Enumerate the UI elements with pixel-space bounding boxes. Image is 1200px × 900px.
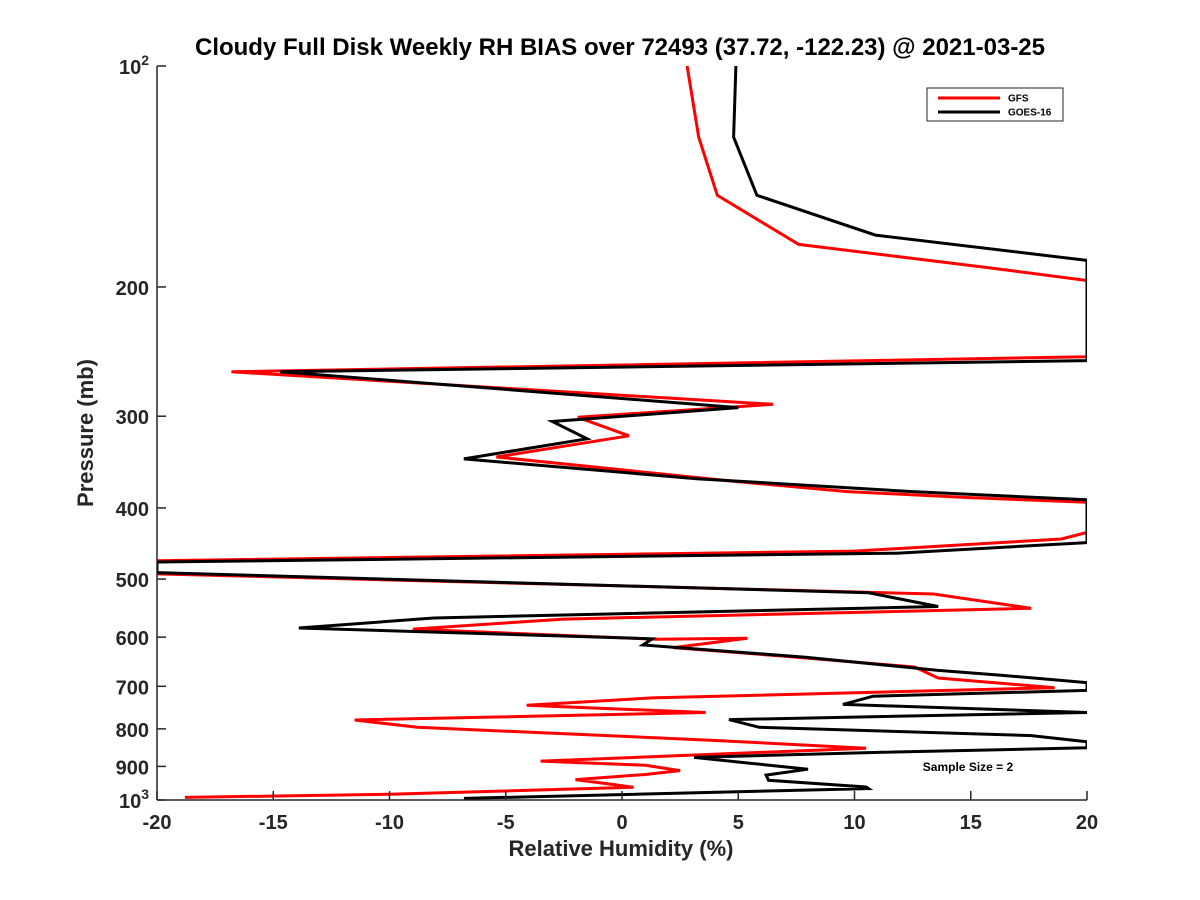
legend-box <box>926 87 1064 122</box>
x-tick-label: 20 <box>1076 812 1098 834</box>
legend-label-goes-16: GOES-16 <box>1008 108 1052 119</box>
y-tick-label: 600 <box>116 628 149 650</box>
x-axis-label: Relative Humidity (%) <box>509 836 734 861</box>
sample-size-annotation: Sample Size = 2 <box>923 760 1014 774</box>
x-tick-label: -5 <box>497 812 515 834</box>
y-tick-label: 200 <box>116 278 149 300</box>
x-tick-label: 10 <box>843 812 865 834</box>
y-tick-label: 900 <box>116 757 149 779</box>
y-tick-label: 300 <box>116 407 149 429</box>
y-tick-label: 500 <box>116 570 149 592</box>
y-tick-label: 102 <box>119 52 149 79</box>
chart-title: Cloudy Full Disk Weekly RH BIAS over 724… <box>195 34 1045 61</box>
y-axis-label: Pressure (mb) <box>73 359 98 507</box>
legend-label-gfs: GFS <box>1008 94 1029 105</box>
x-tick-label: -10 <box>375 812 404 834</box>
series-line-gfs <box>157 66 1087 799</box>
y-tick-label: 103 <box>119 786 149 813</box>
x-tick-label: 15 <box>960 812 982 834</box>
y-tick-label: 800 <box>116 720 149 742</box>
legend: GFS GOES-16 <box>926 87 1064 122</box>
x-tick-label: 0 <box>616 812 627 834</box>
x-tick-label: 5 <box>733 812 744 834</box>
y-tick-label: 700 <box>116 677 149 699</box>
x-tick-label: -20 <box>143 812 172 834</box>
series-line-goes-16 <box>157 66 1087 800</box>
x-tick-label: -15 <box>259 812 288 834</box>
plot-area: -20 -15 -10 -5 0 5 10 15 20 102 200 300 400 500 600 700… <box>116 52 1099 834</box>
y-tick-label: 400 <box>116 499 149 521</box>
